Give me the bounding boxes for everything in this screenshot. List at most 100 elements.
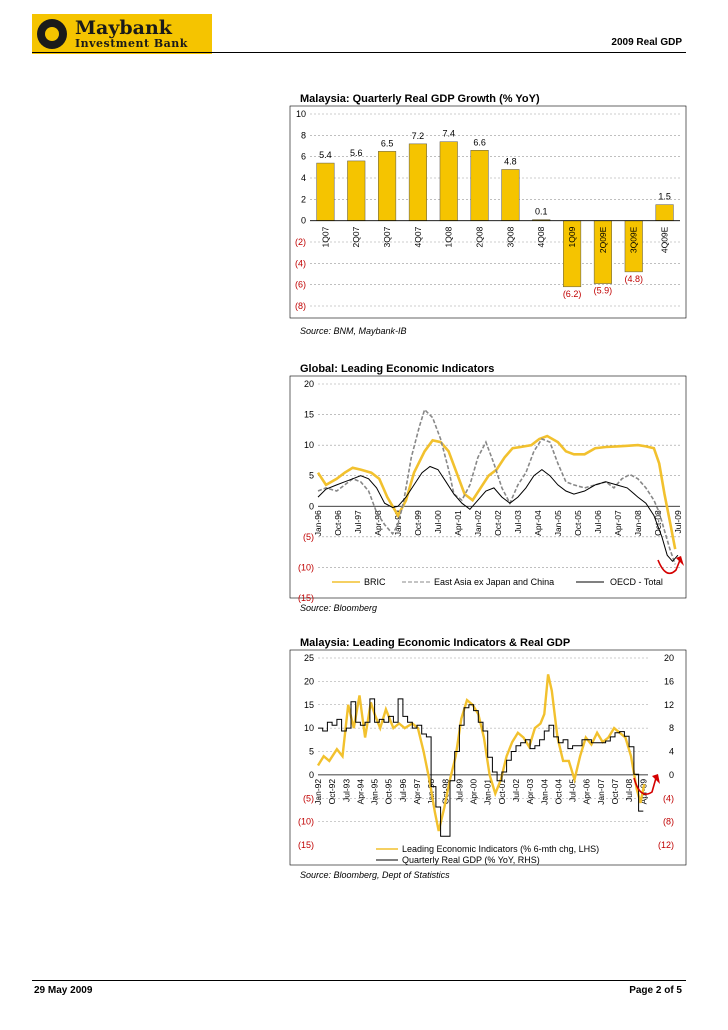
chart3-xtick-label: Jul-08 [624, 779, 634, 802]
chart1-ytick-label: 6 [301, 152, 306, 162]
chart1-category-label: 4Q07 [413, 226, 423, 247]
chart1-value-label: 7.2 [412, 131, 425, 141]
chart2-xtick-label: Apr-04 [533, 510, 543, 536]
chart1-frame [289, 105, 687, 319]
chart1-ytick-label: (8) [295, 301, 306, 311]
chart1-ytick-label: (6) [295, 280, 306, 290]
chart3-xtick-label: Jul-99 [454, 779, 464, 802]
chart3-xtick-label: Apr-94 [355, 779, 365, 805]
chart2-xtick-label: Oct-08 [653, 510, 663, 536]
chart3-xtick-label: Jan-04 [539, 779, 549, 805]
chart1-value-label: (6.2) [563, 289, 582, 299]
footer-date: 29 May 2009 [34, 985, 93, 996]
chart2-xtick-label: Jan-02 [473, 510, 483, 536]
chart2-xtick-label: Jul-97 [353, 510, 363, 533]
chart1-ytick-label: 10 [296, 109, 306, 119]
maybank-logo: Maybank Investment Bank [32, 14, 212, 54]
chart1-ytick-label: (2) [295, 237, 306, 247]
chart2-ytick-label: 10 [304, 440, 314, 450]
chart3-xtick-label: Jul-05 [568, 779, 578, 802]
chart2-ytick-label: (10) [298, 562, 314, 572]
chart2-title: Global: Leading Economic Indicators [300, 363, 495, 375]
chart3-xtick-label: Jan-92 [313, 779, 323, 805]
chart3-ytick-label: 20 [304, 676, 314, 686]
chart3-y2tick-label: (12) [658, 840, 674, 850]
chart1-ytick-label: (4) [295, 258, 306, 268]
chart3-y2tick-label: 20 [664, 653, 674, 663]
chart3-annotation-arrow [633, 777, 657, 795]
chart3-y2tick-label: 8 [669, 723, 674, 733]
chart1-category-label: 1Q07 [320, 226, 330, 247]
chart1-value-label: 6.6 [473, 137, 486, 147]
chart3-arrowhead-icon [652, 774, 660, 784]
tiger-emblem-icon [37, 19, 67, 49]
chart2-xtick-label: Apr-07 [613, 510, 623, 536]
chart3-ytick-label: 25 [304, 653, 314, 663]
chart2-xtick-label: Jul-06 [593, 510, 603, 533]
chart1-value-label: 1.5 [658, 192, 671, 202]
chart2-xtick-label: Jan-08 [633, 510, 643, 536]
chart3-ytick-label: (15) [298, 840, 314, 850]
chart3-y2tick-label: (4) [663, 793, 674, 803]
chart1-category-label: 4Q09E [660, 226, 670, 253]
chart1-category-label: 1Q08 [444, 226, 454, 247]
chart1-value-label: 7.4 [442, 129, 455, 139]
chart2-xtick-label: Apr-01 [453, 510, 463, 536]
chart1-value-label: 0.1 [535, 207, 548, 217]
chart3-ytick-label: 0 [309, 770, 314, 780]
chart3-xtick-label: Oct-01 [497, 779, 507, 805]
chart1-value-label: 5.6 [350, 148, 363, 158]
chart2-xtick-label: Jul-09 [673, 510, 683, 533]
chart1-category-label: 2Q09E [598, 226, 608, 253]
chart3-xtick-label: Oct-04 [553, 779, 563, 805]
chart3-ytick-label: 10 [304, 723, 314, 733]
chart1-ytick-label: 8 [301, 130, 306, 140]
chart2-ytick-label: 20 [304, 379, 314, 389]
logo-wordmark: Maybank Investment Bank [75, 17, 188, 50]
chart1-ytick-label: 2 [301, 194, 306, 204]
logo-line1: Maybank [75, 17, 172, 39]
chart3-y2tick-label: 16 [664, 676, 674, 686]
chart2-xtick-label: Jan-96 [313, 510, 323, 536]
chart3-y2tick-label: 0 [669, 770, 674, 780]
chart2-xtick-label: Apr-98 [373, 510, 383, 536]
chart3-xtick-label: Jul-96 [398, 779, 408, 802]
chart2-xtick-label: Jul-03 [513, 510, 523, 533]
report-title: 2009 Real GDP [611, 37, 682, 48]
chart2-legend-label: East Asia ex Japan and China [434, 577, 554, 587]
chart1-ytick-label: 4 [301, 173, 306, 183]
chart3-xtick-label: Jan-95 [370, 779, 380, 805]
chart3-xtick-label: Oct-95 [384, 779, 394, 805]
chart3-xtick-label: Apr-06 [582, 779, 592, 805]
logo-line2: Investment Bank [75, 37, 188, 50]
chart3-xtick-label: Jan-01 [483, 779, 493, 805]
chart3-title: Malaysia: Leading Economic Indicators & … [300, 637, 571, 649]
chart1-category-label: 3Q07 [382, 226, 392, 247]
chart2-xtick-label: Oct-96 [333, 510, 343, 536]
chart3-frame [289, 649, 687, 866]
chart1-category-label: 4Q08 [536, 226, 546, 247]
chart2-xtick-label: Jan-05 [553, 510, 563, 536]
chart3-legend-label: Leading Economic Indicators (% 6-mth chg… [402, 844, 599, 854]
chart1-source: Source: BNM, Maybank-IB [300, 326, 407, 336]
chart3-legend-label: Quarterly Real GDP (% YoY, RHS) [402, 855, 540, 865]
chart1-value-label: 5.4 [319, 150, 332, 160]
chart3-gdp-line [318, 698, 644, 837]
header-divider [32, 52, 686, 53]
chart2-annotation-arrow [657, 559, 681, 575]
chart2-xtick-label: Oct-05 [573, 510, 583, 536]
chart3-xtick-label: Jul-02 [511, 779, 521, 802]
chart1-value-label: 6.5 [381, 138, 394, 148]
chart3-source: Source: Bloomberg, Dept of Statistics [300, 870, 450, 880]
chart3-xtick-label: Oct-92 [327, 779, 337, 805]
chart1-category-label: 3Q08 [505, 226, 515, 247]
chart3-ytick-label: 15 [304, 700, 314, 710]
chart3-xtick-label: Oct-98 [440, 779, 450, 805]
chart3-y2tick-label: 12 [664, 700, 674, 710]
chart3-xtick-label: Apr-00 [469, 779, 479, 805]
chart3-xtick-label: Oct-07 [610, 779, 620, 805]
chart2-xtick-label: Jul-00 [433, 510, 443, 533]
